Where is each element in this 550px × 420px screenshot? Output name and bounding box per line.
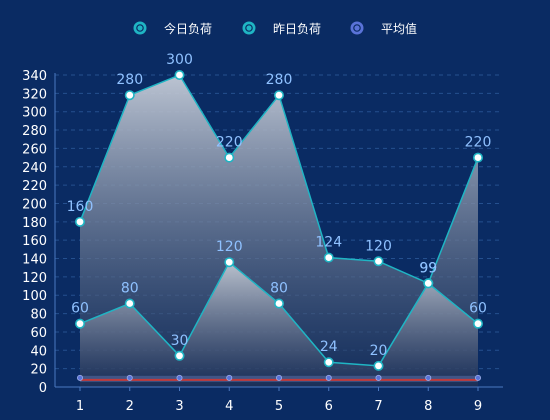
data-label: 120 <box>216 239 243 255</box>
data-point <box>174 350 185 361</box>
x-tick-label: 4 <box>225 399 233 414</box>
y-tick-label: 160 <box>22 234 47 249</box>
data-point <box>323 357 334 368</box>
legend-marker-ring <box>353 24 361 32</box>
x-tick-label: 5 <box>275 399 283 414</box>
data-label: 280 <box>266 72 293 88</box>
data-point <box>472 152 483 163</box>
data-label: 80 <box>270 280 288 296</box>
data-label: 220 <box>216 135 243 151</box>
x-tick-label: 1 <box>76 399 84 414</box>
x-tick-label: 9 <box>474 399 482 414</box>
legend-label: 平均值 <box>381 21 417 36</box>
series-area-1 <box>80 75 478 387</box>
data-point <box>124 298 135 309</box>
data-label: 220 <box>465 135 492 151</box>
y-tick-label: 120 <box>22 271 47 286</box>
y-tick-label: 260 <box>22 142 47 157</box>
legend-marker-ring <box>245 24 253 32</box>
data-label: 24 <box>320 339 338 355</box>
data-point <box>373 256 384 267</box>
y-tick-label: 280 <box>22 124 47 139</box>
x-tick-label: 8 <box>424 399 432 414</box>
data-label: 120 <box>365 238 392 254</box>
legend-label: 今日负荷 <box>164 21 212 36</box>
average-point <box>77 374 84 381</box>
legend-label: 昨日负荷 <box>273 22 321 36</box>
data-point <box>273 90 284 101</box>
x-tick-label: 7 <box>374 399 382 414</box>
y-tick-label: 40 <box>30 344 47 359</box>
y-tick-label: 220 <box>22 179 47 194</box>
average-point <box>176 374 183 381</box>
average-point <box>425 374 432 381</box>
data-point <box>373 360 384 371</box>
y-tick-label: 200 <box>22 197 47 212</box>
data-point <box>472 318 483 329</box>
data-label: 99 <box>419 260 437 276</box>
data-label: 124 <box>315 235 342 251</box>
axes: 0204060801001201401601802002202402602803… <box>22 69 503 414</box>
y-tick-label: 0 <box>39 381 47 396</box>
legend-marker <box>133 21 147 35</box>
average-point <box>474 374 481 381</box>
data-label: 30 <box>171 333 189 349</box>
data-point <box>174 70 185 81</box>
average-point <box>126 374 133 381</box>
data-label: 99 <box>419 260 437 276</box>
y-tick-label: 320 <box>22 87 47 102</box>
data-points <box>75 70 483 371</box>
legend-marker <box>242 21 256 35</box>
data-labels: 160 280 300 220 280 124 120 99 220 60 80 30 120 80 24 2… <box>67 52 492 359</box>
data-point <box>423 278 434 289</box>
data-point <box>224 152 235 163</box>
data-label: 160 <box>67 199 94 215</box>
legend: 今日负荷 昨日负荷 平均值 <box>133 21 417 36</box>
average-point <box>226 374 233 381</box>
legend-marker-ring <box>136 24 144 32</box>
y-tick-label: 100 <box>22 289 47 304</box>
y-tick-label: 240 <box>22 161 47 176</box>
y-tick-label: 140 <box>22 253 47 268</box>
x-tick-label: 6 <box>325 399 333 414</box>
data-label: 300 <box>166 52 193 68</box>
y-tick-label: 300 <box>22 106 47 121</box>
average-point <box>325 374 332 381</box>
legend-marker <box>350 21 364 35</box>
data-point <box>124 90 135 101</box>
series-areas <box>80 75 478 387</box>
data-label: 60 <box>71 301 89 317</box>
average-band <box>77 374 481 382</box>
data-point <box>224 257 235 268</box>
x-tick-label: 2 <box>126 399 134 414</box>
y-tick-label: 20 <box>30 363 47 378</box>
x-tick-label: 3 <box>175 399 183 414</box>
data-label: 80 <box>121 280 139 296</box>
y-tick-label: 80 <box>30 308 47 323</box>
y-tick-label: 180 <box>22 216 47 231</box>
data-label: 280 <box>116 72 143 88</box>
average-point <box>275 374 282 381</box>
data-label: 20 <box>370 343 388 359</box>
y-tick-label: 60 <box>30 326 47 341</box>
data-label: 60 <box>469 301 487 317</box>
data-point <box>75 318 86 329</box>
average-point <box>375 374 382 381</box>
y-tick-label: 340 <box>22 69 47 84</box>
data-point <box>75 216 86 227</box>
data-point <box>323 252 334 263</box>
data-point <box>273 298 284 309</box>
